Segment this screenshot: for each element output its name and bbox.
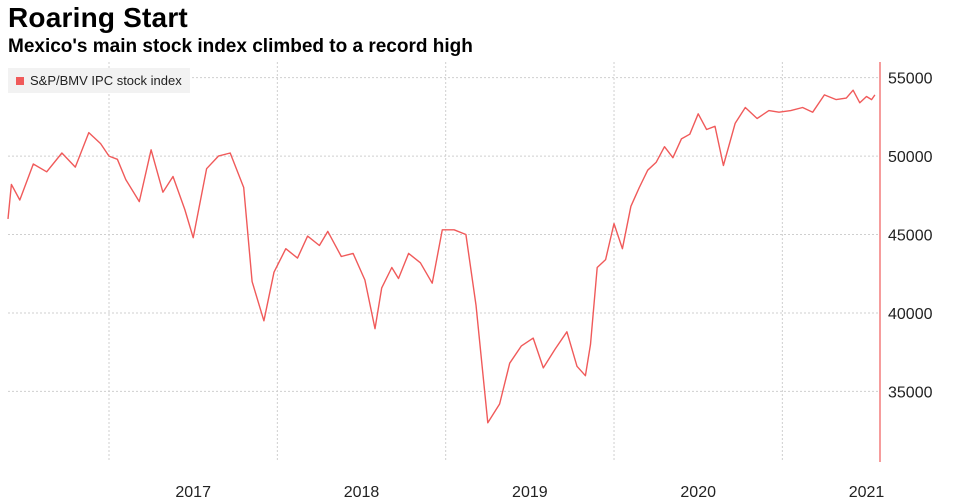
y-tick-label: 35000	[888, 384, 933, 401]
chart-title: Roaring Start	[8, 2, 188, 33]
chart-subtitle: Mexico's main stock index climbed to a r…	[8, 36, 473, 57]
legend-label: S&P/BMV IPC stock index	[30, 73, 182, 88]
legend: S&P/BMV IPC stock index	[8, 68, 190, 93]
y-tick-label: 50000	[888, 149, 933, 166]
x-tick-label: 2018	[344, 484, 380, 501]
legend-swatch	[16, 76, 24, 85]
y-tick-label: 40000	[888, 306, 933, 323]
x-tick-label: 2021	[849, 484, 885, 501]
series-line	[7, 89, 876, 424]
x-tick-label: 2017	[175, 484, 211, 501]
x-tick-label: 2019	[512, 484, 548, 501]
y-tick-label: 45000	[888, 228, 933, 245]
y-tick-label: 55000	[888, 71, 933, 88]
x-tick-label: 2020	[680, 484, 716, 501]
